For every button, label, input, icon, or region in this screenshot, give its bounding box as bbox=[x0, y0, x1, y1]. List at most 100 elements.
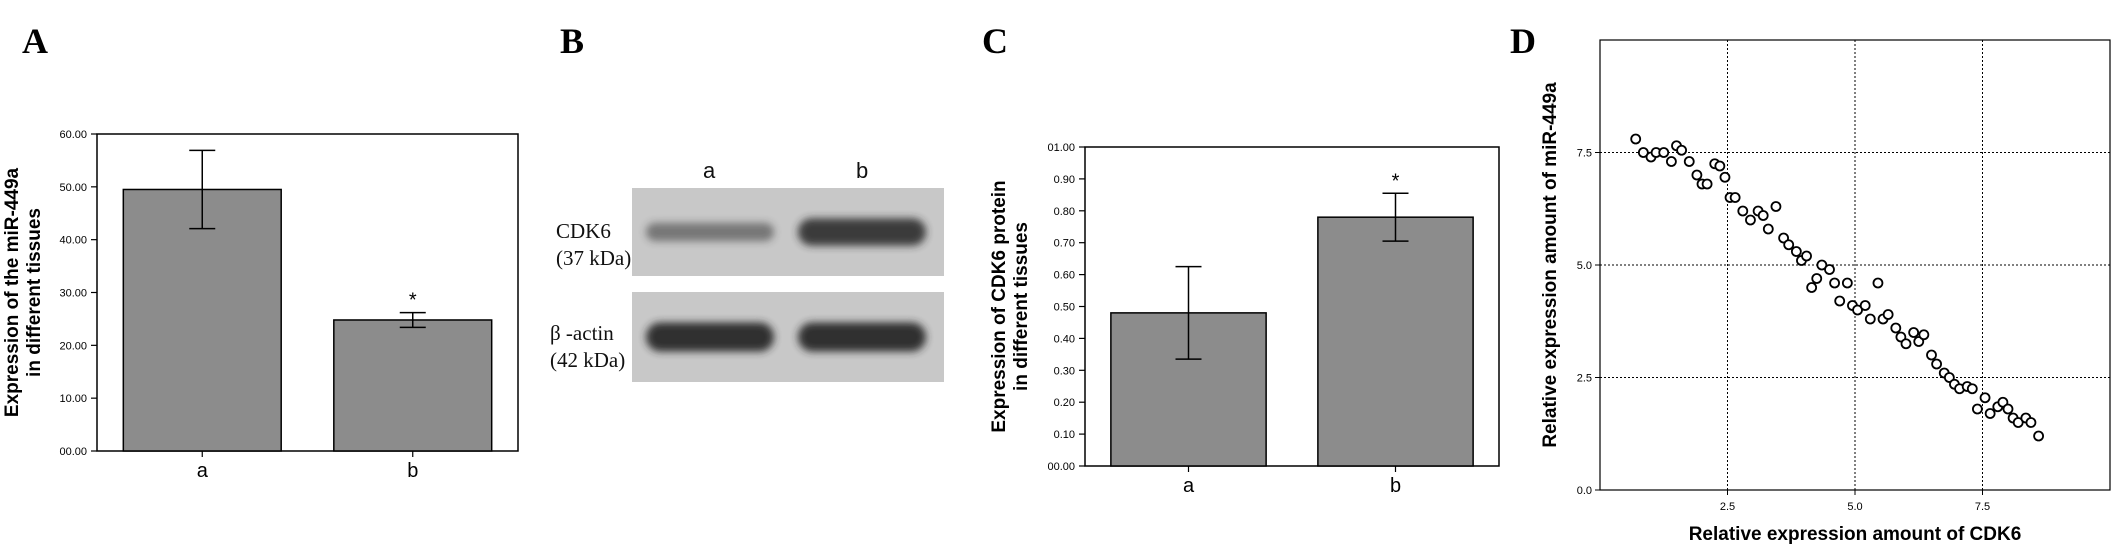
data-point bbox=[1676, 144, 1687, 156]
data-point bbox=[1984, 408, 1996, 419]
bar bbox=[333, 319, 493, 452]
y-tick-label: 2.5 bbox=[1577, 373, 1592, 385]
y-tick-label: 20.00 bbox=[59, 340, 87, 352]
y-axis-label-line: Expression of the miR-449a bbox=[2, 167, 23, 417]
y-tick-label: 0.20 bbox=[1054, 397, 1075, 409]
data-point bbox=[1864, 313, 1876, 325]
data-point bbox=[1931, 358, 1942, 370]
x-tick-label: a bbox=[1183, 475, 1195, 497]
y-tick-label: 0.90 bbox=[1054, 174, 1075, 186]
y-axis-label-line: in different tissues bbox=[1011, 222, 1032, 391]
data-point bbox=[1841, 277, 1853, 289]
data-point bbox=[1729, 192, 1741, 203]
y-tick-label: 40.00 bbox=[59, 235, 87, 247]
blot-protein-name: β -actin bbox=[550, 321, 614, 345]
data-point bbox=[2033, 430, 2044, 442]
data-point bbox=[1762, 223, 1774, 235]
data-point bbox=[1882, 309, 1894, 320]
data-point bbox=[1691, 169, 1703, 181]
significance-marker: * bbox=[409, 290, 417, 312]
blot-band bbox=[798, 322, 926, 352]
y-axis-label-line: Expression of CDK6 protein bbox=[989, 180, 1010, 432]
y-axis-label-line: in different tissues bbox=[24, 208, 45, 377]
y-tick-label: 0.30 bbox=[1054, 365, 1075, 377]
data-point bbox=[1719, 171, 1731, 183]
data-point bbox=[1757, 210, 1769, 221]
panel-label-b: B bbox=[560, 21, 585, 61]
data-point bbox=[1801, 250, 1812, 262]
data-point bbox=[1859, 300, 1871, 311]
data-point bbox=[1852, 304, 1863, 316]
y-tick-label: 0.10 bbox=[1054, 429, 1075, 441]
data-point bbox=[2002, 403, 2014, 415]
data-point bbox=[1637, 147, 1649, 158]
blot-row-label-cdk6: CDK6 (37 kDa) bbox=[556, 218, 631, 272]
data-point bbox=[1908, 327, 1920, 338]
y-tick-label: 0.0 bbox=[1577, 485, 1592, 497]
y-tick-label: 01.00 bbox=[1047, 142, 1075, 154]
x-tick-label: b bbox=[1390, 475, 1401, 497]
blot-lane-label-b: b bbox=[856, 158, 869, 183]
data-point bbox=[1737, 205, 1749, 217]
y-tick-label: 30.00 bbox=[59, 288, 87, 300]
y-tick-label: 0.80 bbox=[1054, 206, 1075, 218]
data-point bbox=[1972, 403, 1983, 415]
y-tick-label: 00.00 bbox=[59, 446, 87, 458]
y-tick-label: 7.5 bbox=[1577, 148, 1592, 160]
data-point bbox=[1900, 338, 1912, 350]
panel-label-c: C bbox=[982, 21, 1008, 61]
blot-band bbox=[798, 218, 926, 246]
y-tick-label: 60.00 bbox=[59, 129, 87, 141]
blot-protein-name: CDK6 bbox=[556, 219, 611, 243]
data-point bbox=[1816, 259, 1828, 271]
blot-protein-size: (37 kDa) bbox=[556, 246, 632, 270]
panel-label-d: D bbox=[1510, 21, 1536, 61]
y-tick-label: 0.50 bbox=[1054, 302, 1075, 314]
data-point bbox=[1630, 133, 1642, 145]
y-axis-label: Expression of the miR-449a in different t… bbox=[2, 167, 45, 417]
data-point bbox=[1701, 178, 1713, 190]
data-point bbox=[1745, 214, 1756, 226]
y-axis-label: Relative expression amount of miR-449a bbox=[1540, 82, 1561, 448]
data-point bbox=[1811, 273, 1823, 284]
blot-band bbox=[646, 222, 774, 242]
data-point bbox=[1790, 246, 1802, 257]
x-tick-label: 2.5 bbox=[1720, 501, 1735, 513]
data-point bbox=[1806, 282, 1818, 293]
blot-band bbox=[646, 322, 774, 352]
y-tick-label: 50.00 bbox=[59, 182, 87, 194]
data-point bbox=[1872, 277, 1884, 289]
data-point bbox=[1683, 156, 1695, 167]
blot-protein-size: (42 kDa) bbox=[550, 348, 626, 372]
x-tick-label: 7.5 bbox=[1975, 501, 1990, 513]
x-tick-label: a bbox=[197, 460, 209, 482]
y-tick-label: 0.70 bbox=[1054, 238, 1075, 250]
x-tick-label: b bbox=[407, 460, 418, 482]
y-tick-label: 5.0 bbox=[1577, 260, 1592, 272]
significance-marker: * bbox=[1392, 170, 1400, 192]
data-point bbox=[2025, 417, 2037, 428]
data-point bbox=[1658, 147, 1670, 158]
data-point bbox=[1918, 329, 1930, 341]
data-point bbox=[1926, 349, 1937, 361]
data-point bbox=[1979, 392, 1991, 404]
bar bbox=[1317, 216, 1474, 467]
data-point bbox=[1890, 322, 1902, 334]
data-point bbox=[1829, 277, 1840, 289]
x-tick-label: 5.0 bbox=[1847, 501, 1862, 513]
data-point bbox=[1834, 295, 1846, 307]
data-point bbox=[1824, 264, 1835, 275]
blot-lane-label-a: a bbox=[703, 158, 716, 183]
data-point bbox=[2012, 417, 2024, 428]
x-axis-label: Relative expression amount of CDK6 bbox=[1689, 524, 2022, 545]
y-axis-label: Expression of CDK6 protein in different t… bbox=[989, 180, 1032, 432]
y-tick-label: 0.60 bbox=[1054, 270, 1075, 282]
data-point bbox=[1666, 156, 1677, 167]
data-point bbox=[1966, 383, 1978, 395]
blot-row-label-actin: β -actin (42 kDa) bbox=[550, 320, 625, 374]
panel-label-a: A bbox=[22, 21, 48, 61]
